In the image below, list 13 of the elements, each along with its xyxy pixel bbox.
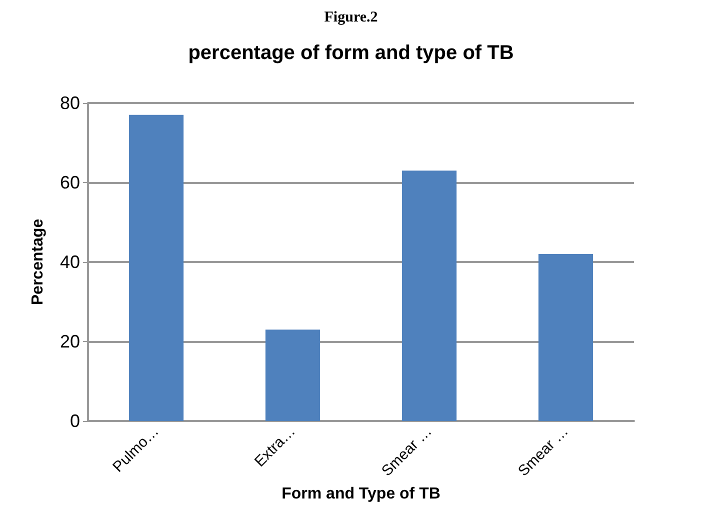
bar <box>402 170 457 421</box>
chart-title: percentage of form and type of TB <box>188 42 514 64</box>
bar <box>265 330 320 421</box>
bar <box>538 254 594 421</box>
y-tick-label: 80 <box>60 93 80 113</box>
y-axis-title: Percentage <box>30 218 46 306</box>
x-axis-title: Form and Type of TB <box>282 486 440 503</box>
y-tick-label: 40 <box>60 252 80 272</box>
y-tick-label: 60 <box>60 172 80 192</box>
y-tick-label: 20 <box>60 332 80 352</box>
y-tick-label: 0 <box>70 411 80 431</box>
bar <box>128 114 184 421</box>
text: Figure.2 <box>324 10 378 26</box>
